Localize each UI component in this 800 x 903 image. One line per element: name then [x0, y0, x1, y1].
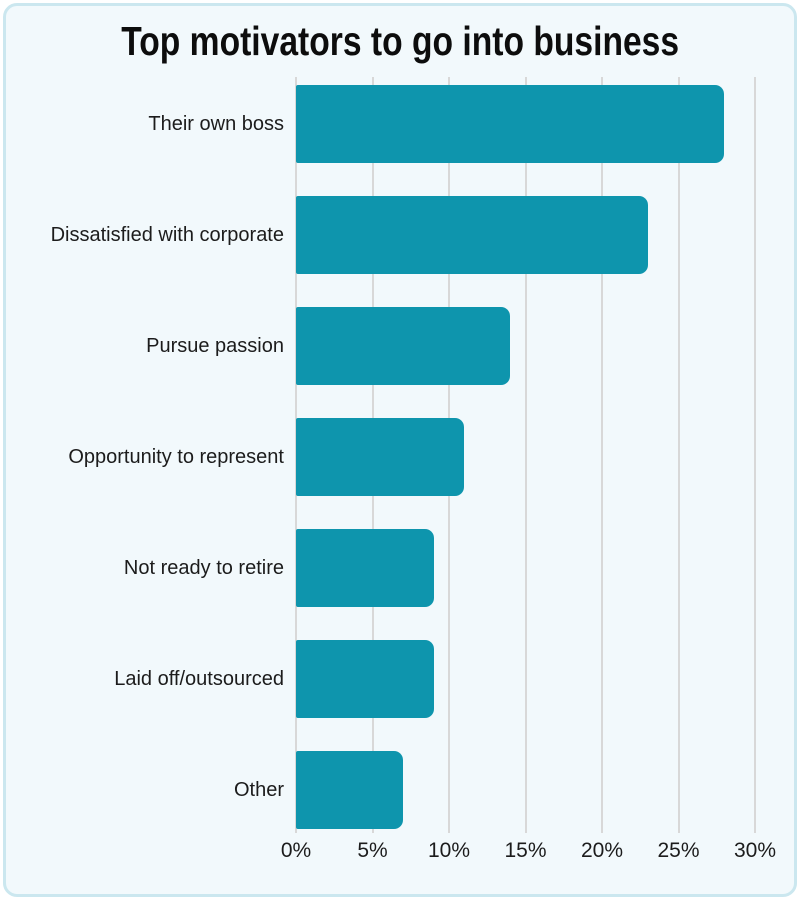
- x-axis-tick-label: 10%: [427, 839, 471, 862]
- category-label: Other: [233, 778, 284, 801]
- gridline-20%: [601, 77, 603, 833]
- chart-title-text: Top motivators to go into business: [121, 18, 679, 64]
- x-axis-tick-label: 30%: [733, 839, 777, 862]
- bar-chart: Their own boss Dissatisfied with corporat…: [6, 6, 794, 894]
- x-axis-tick-label: 25%: [657, 839, 700, 862]
- bar: [296, 751, 404, 829]
- category-label: Their own boss: [148, 112, 284, 135]
- chart-title: Top motivators to go into business: [6, 18, 794, 65]
- gridline-15%: [524, 77, 527, 833]
- bar: [296, 85, 725, 163]
- x-axis-tick-label: 15%: [504, 839, 547, 862]
- x-axis-tick-label: 0%: [280, 839, 312, 862]
- x-axis-tick-label: 5%: [357, 839, 388, 862]
- bar: [296, 307, 511, 385]
- bar: [296, 196, 648, 274]
- category-label: Pursue passion: [146, 334, 284, 357]
- category-label: Laid off/outsourced: [114, 667, 284, 690]
- category-label: Opportunity to represent: [68, 445, 284, 468]
- gridline-30%: [754, 77, 756, 833]
- category-label: Dissatisfied with corporate: [50, 223, 284, 246]
- chart-card: Top motivators to go into business Their…: [3, 3, 797, 897]
- bar: [296, 640, 434, 718]
- category-label: Not ready to retire: [123, 556, 284, 579]
- bar: [296, 418, 465, 496]
- bar: [296, 529, 434, 607]
- gridline-25%: [677, 77, 680, 833]
- x-axis-tick-label: 20%: [580, 839, 624, 862]
